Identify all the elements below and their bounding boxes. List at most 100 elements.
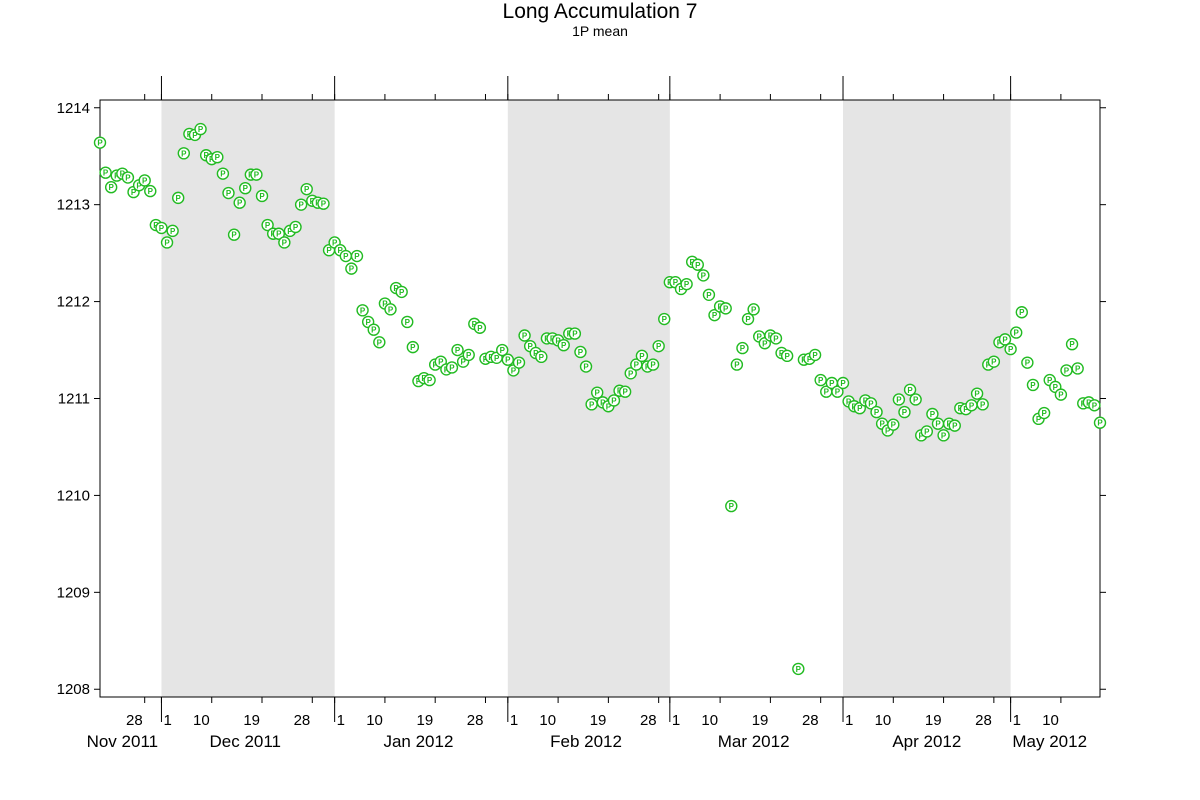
data-point: P — [104, 181, 118, 194]
data-point: P — [680, 277, 693, 291]
data-point-label: P — [751, 305, 757, 314]
data-point-label: P — [734, 361, 740, 370]
data-point-label: P — [600, 398, 606, 407]
data-point: P — [233, 196, 246, 209]
x-tick-label: 28 — [975, 712, 992, 729]
data-point-label: P — [963, 405, 969, 414]
data-point-label: P — [656, 342, 662, 351]
data-point-label: P — [969, 401, 975, 410]
data-point-label: P — [298, 201, 304, 210]
data-point-label: P — [1008, 345, 1014, 354]
data-point-label: P — [136, 181, 142, 190]
data-point: P — [1010, 326, 1023, 339]
data-point-label: P — [226, 189, 232, 198]
data-point-label: P — [662, 315, 668, 324]
data-point-label: P — [170, 227, 176, 236]
x-tick-label: 28 — [294, 712, 311, 729]
data-point-label: P — [784, 352, 790, 361]
data-point-label: P — [231, 231, 237, 240]
data-point-label: P — [522, 332, 528, 341]
x-tick-label: 1 — [845, 712, 853, 729]
data-point-label: P — [477, 324, 483, 333]
data-point-circle — [808, 348, 822, 362]
data-point: P — [702, 288, 716, 302]
data-point: P — [272, 227, 285, 240]
data-point-label: P — [438, 358, 444, 367]
data-point-label: P — [606, 402, 612, 411]
data-point-circle — [345, 262, 358, 275]
data-point-label: P — [919, 431, 925, 440]
data-point-circle — [864, 397, 878, 410]
y-tick-label: 1213 — [57, 197, 90, 214]
data-point-label: P — [516, 359, 522, 368]
data-point-label: P — [857, 404, 863, 413]
data-point-label: P — [539, 353, 545, 362]
data-point: P — [1093, 416, 1107, 429]
data-point-circle — [1037, 406, 1051, 420]
data-point-label: P — [812, 351, 818, 360]
data-point-circle — [920, 425, 934, 438]
data-point-label: P — [634, 361, 640, 370]
data-point-circle — [1071, 362, 1084, 375]
data-point-circle — [395, 285, 408, 299]
data-point-label: P — [673, 278, 679, 287]
data-point: P — [937, 429, 950, 442]
data-point-label: P — [198, 125, 204, 134]
data-point: P — [1054, 388, 1068, 401]
x-tick-label: 28 — [640, 712, 657, 729]
data-point: P — [339, 249, 353, 263]
data-point-circle — [194, 122, 207, 136]
data-point-circle — [780, 349, 794, 363]
data-point-label: P — [254, 171, 260, 180]
data-point: P — [1060, 364, 1073, 377]
data-point-label: P — [1025, 359, 1031, 368]
data-point: P — [780, 349, 794, 363]
data-point-label: P — [740, 344, 746, 353]
data-point-label: P — [449, 363, 455, 372]
data-point-circle — [836, 376, 850, 390]
data-point-circle — [144, 184, 157, 198]
data-point-label: P — [595, 389, 601, 398]
data-point-circle — [792, 662, 805, 676]
data-point-label: P — [326, 246, 332, 255]
x-tick-label: 10 — [875, 712, 892, 729]
data-point-circle — [719, 302, 732, 315]
x-month-label: Apr 2012 — [892, 732, 961, 751]
data-point-label: P — [410, 343, 416, 352]
data-point-circle — [239, 181, 252, 195]
data-point-label: P — [1097, 419, 1103, 428]
data-point-label: P — [533, 349, 539, 358]
y-tick-label: 1211 — [58, 391, 90, 408]
data-point: P — [557, 338, 570, 352]
data-point-label: P — [622, 388, 628, 397]
data-point: P — [518, 329, 531, 342]
data-point-circle — [294, 198, 308, 211]
data-point-label: P — [1064, 366, 1070, 375]
data-point-label: P — [393, 284, 399, 293]
x-month-label: Dec 2011 — [209, 732, 281, 751]
data-point: P — [898, 405, 911, 419]
data-point-circle — [177, 147, 190, 160]
x-month-label: Jan 2012 — [383, 732, 453, 751]
data-point: P — [535, 350, 548, 364]
data-point-label: P — [1014, 329, 1020, 338]
data-point: P — [808, 348, 822, 362]
data-point-circle — [892, 393, 906, 406]
data-point-circle — [172, 191, 185, 205]
data-point: P — [345, 262, 358, 275]
data-point: P — [725, 499, 738, 513]
data-point-label: P — [354, 252, 360, 261]
data-point: P — [278, 236, 291, 249]
data-point-label: P — [1058, 391, 1064, 400]
data-point-circle — [646, 358, 660, 371]
x-tick-label: 28 — [467, 712, 484, 729]
data-point: P — [1088, 399, 1101, 412]
month-shade — [161, 100, 335, 697]
data-point-circle — [591, 386, 604, 399]
data-point-label: P — [907, 386, 913, 395]
data-point-circle — [350, 249, 364, 263]
data-point: P — [473, 321, 487, 334]
x-tick-label: 19 — [417, 712, 434, 729]
data-point-label: P — [97, 139, 103, 148]
data-point: P — [658, 312, 671, 326]
